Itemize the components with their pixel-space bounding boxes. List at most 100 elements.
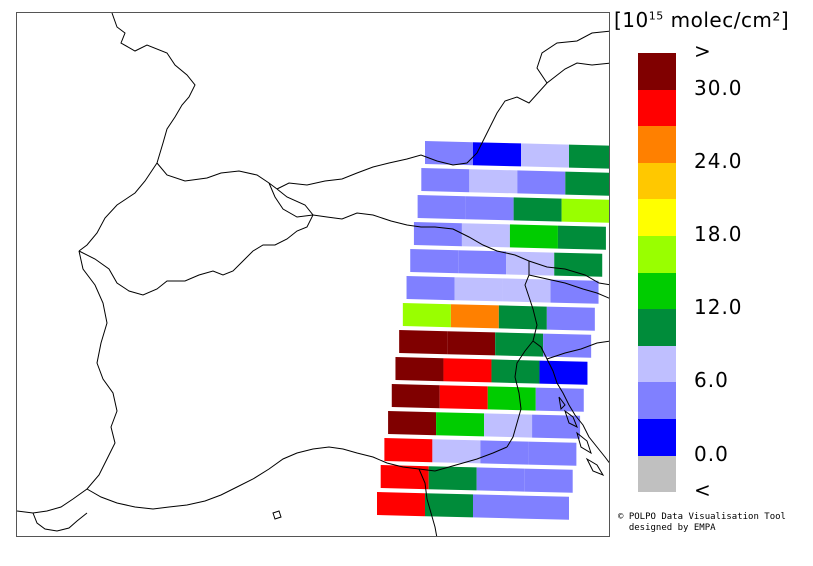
legend-swatch (638, 235, 676, 273)
swath-pixel (377, 492, 425, 517)
legend-tick-label: 0.0 (694, 441, 729, 466)
swath-pixel (432, 439, 481, 464)
swath-pixel (447, 331, 496, 356)
legend-tick-label: 12.0 (694, 295, 743, 320)
border-france-switzerland (78, 162, 158, 252)
swath-pixel (458, 250, 507, 275)
swath-pixel (565, 171, 609, 196)
credit-text: © POLPO Data Visualisation Tool designed… (618, 512, 786, 533)
map-frame (16, 12, 610, 537)
swath-pixel (546, 306, 595, 331)
swath-pixel (476, 467, 525, 492)
border-france-italy (17, 250, 118, 514)
swath-pixel (506, 251, 555, 276)
swath-pixel (391, 384, 440, 409)
island-2 (576, 431, 592, 455)
legend-tick-label: > (694, 39, 712, 63)
country-borders (17, 13, 609, 536)
swath-pixel (521, 495, 569, 520)
swath-pixel (473, 142, 521, 167)
coast-liguria (86, 446, 508, 510)
border-germany-switzerland (156, 162, 278, 190)
island-4 (558, 396, 566, 411)
coast-tuscany (418, 468, 438, 536)
legend-swatch (638, 418, 676, 456)
swath-pixel (417, 195, 466, 220)
swath-pixel (436, 412, 485, 437)
swath-pixel (465, 196, 514, 221)
swath-pixel (521, 143, 569, 168)
swath-pixel (469, 169, 518, 194)
swath-pixel (428, 466, 477, 491)
border-switzerland-italy (78, 188, 314, 296)
border-germany-austria (276, 62, 609, 190)
legend-tick-label: 18.0 (694, 222, 743, 246)
swath-pixel (543, 333, 592, 358)
island-3 (585, 457, 605, 477)
border-czech (536, 30, 609, 84)
swath-pixel (402, 303, 451, 328)
swath-pixel (410, 249, 459, 274)
legend-swatch (638, 345, 676, 383)
legend-swatch (638, 53, 676, 90)
swath-pixel (439, 385, 488, 410)
island-elba (272, 510, 282, 520)
swath-pixel (461, 223, 510, 248)
swath-pixel (406, 276, 455, 301)
swath-pixel (384, 438, 433, 463)
swath-pixel (517, 170, 566, 195)
swath-pixel (532, 414, 581, 439)
swath-pixel (513, 197, 562, 222)
legend-tick-label: < (694, 478, 712, 503)
border-liechtenstein (268, 182, 314, 218)
legend-swatch (638, 272, 676, 310)
swath-pixel (480, 440, 529, 465)
swath-pixel (539, 360, 588, 385)
swath-pixel (425, 493, 473, 518)
swath-pixel (380, 465, 429, 490)
swath-pixel (473, 494, 521, 519)
swath-pixel (528, 441, 577, 466)
legend-swatch (638, 199, 676, 236)
coast-france-south (32, 512, 88, 532)
swath-pixel (550, 279, 599, 304)
swath-pixel (425, 141, 473, 166)
border-slovenia-austria (528, 274, 609, 299)
legend-tick-label: 24.0 (694, 148, 743, 173)
swath-pixel (569, 144, 609, 169)
legend-swatch (638, 162, 676, 200)
legend-tick-label: 6.0 (694, 368, 729, 393)
swath-pixel (421, 168, 470, 193)
legend-swatch (638, 126, 676, 163)
swath-pixel (450, 304, 499, 329)
swath-pixel (554, 252, 603, 277)
swath-pixel (524, 468, 573, 493)
swath-pixel (495, 332, 544, 357)
swath-pixel (399, 330, 448, 355)
coast-adriatic-italy (506, 340, 534, 448)
border-slovenia-croatia (546, 340, 609, 360)
swath-pixel (509, 224, 558, 249)
legend-swatch (638, 382, 676, 419)
swath-pixel (454, 277, 503, 302)
swath-pixel (443, 358, 492, 383)
swath-pixel (484, 413, 533, 438)
border-austria-italy (312, 212, 609, 286)
legend-swatch (638, 309, 676, 346)
legend-swatch (638, 455, 676, 493)
map-canvas (17, 13, 609, 536)
legend-swatch (638, 89, 676, 127)
swath-pixel (388, 411, 437, 436)
swath-pixel (561, 198, 609, 223)
swath-pixel (487, 386, 536, 411)
satellite-swath (377, 141, 609, 520)
legend-title: [1015 molec/cm²] (614, 8, 790, 32)
legend-color-bar (638, 53, 676, 493)
swath-pixel (395, 357, 444, 382)
legend-tick-label: 30.0 (694, 75, 743, 100)
swath-pixel (413, 222, 462, 247)
swath-pixel (557, 225, 606, 250)
island-1 (564, 409, 578, 429)
border-france-germany (111, 13, 196, 164)
swath-pixel (498, 305, 547, 330)
